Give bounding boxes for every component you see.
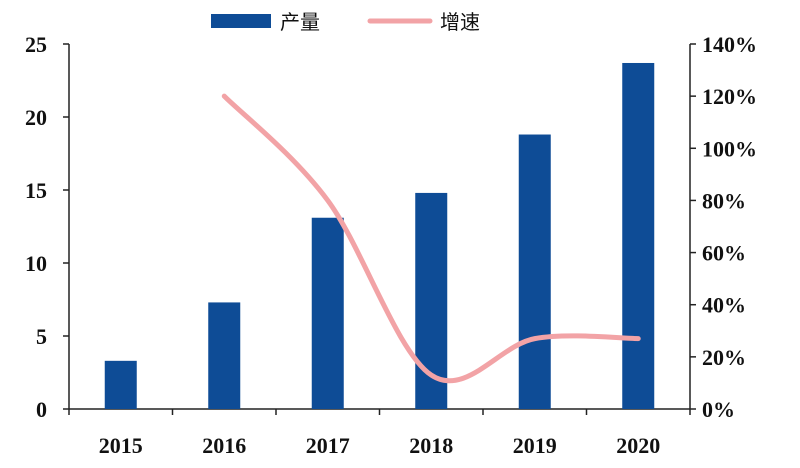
x-tick-label: 2019 — [513, 433, 557, 458]
growth-line — [221, 93, 641, 384]
bar-2020 — [622, 62, 655, 409]
left-tick-label: 5 — [36, 324, 47, 349]
x-tick-label: 2017 — [306, 433, 350, 458]
left-tick-label: 25 — [25, 32, 47, 57]
right-tick-label: 40% — [702, 293, 746, 318]
left-tick-label: 0 — [36, 397, 47, 422]
right-tick-label: 60% — [702, 241, 746, 266]
x-tick-label: 2020 — [616, 433, 660, 458]
legend-label-bar: 产量 — [280, 10, 320, 34]
x-tick-label: 2015 — [99, 433, 143, 458]
bar-2019 — [518, 134, 551, 409]
legend-swatch-bar — [211, 14, 271, 28]
right-tick-label: 120% — [702, 84, 757, 109]
legend-label-line: 增速 — [440, 10, 480, 34]
bar-2015 — [104, 360, 137, 409]
right-tick-label: 100% — [702, 136, 757, 161]
x-tick-label: 2016 — [202, 433, 246, 458]
right-tick-label: 0% — [702, 397, 735, 422]
left-tick-label: 20 — [25, 105, 47, 130]
x-tick-label: 2018 — [409, 433, 453, 458]
left-tick-label: 15 — [25, 178, 47, 203]
bar-2016 — [208, 302, 241, 409]
right-tick-label: 20% — [702, 345, 746, 370]
bar-2017 — [311, 217, 344, 409]
legend: 产量 增速 — [211, 10, 480, 34]
right-tick-label: 140% — [702, 32, 757, 57]
left-tick-label: 10 — [25, 251, 47, 276]
right-tick-label: 80% — [702, 188, 746, 213]
